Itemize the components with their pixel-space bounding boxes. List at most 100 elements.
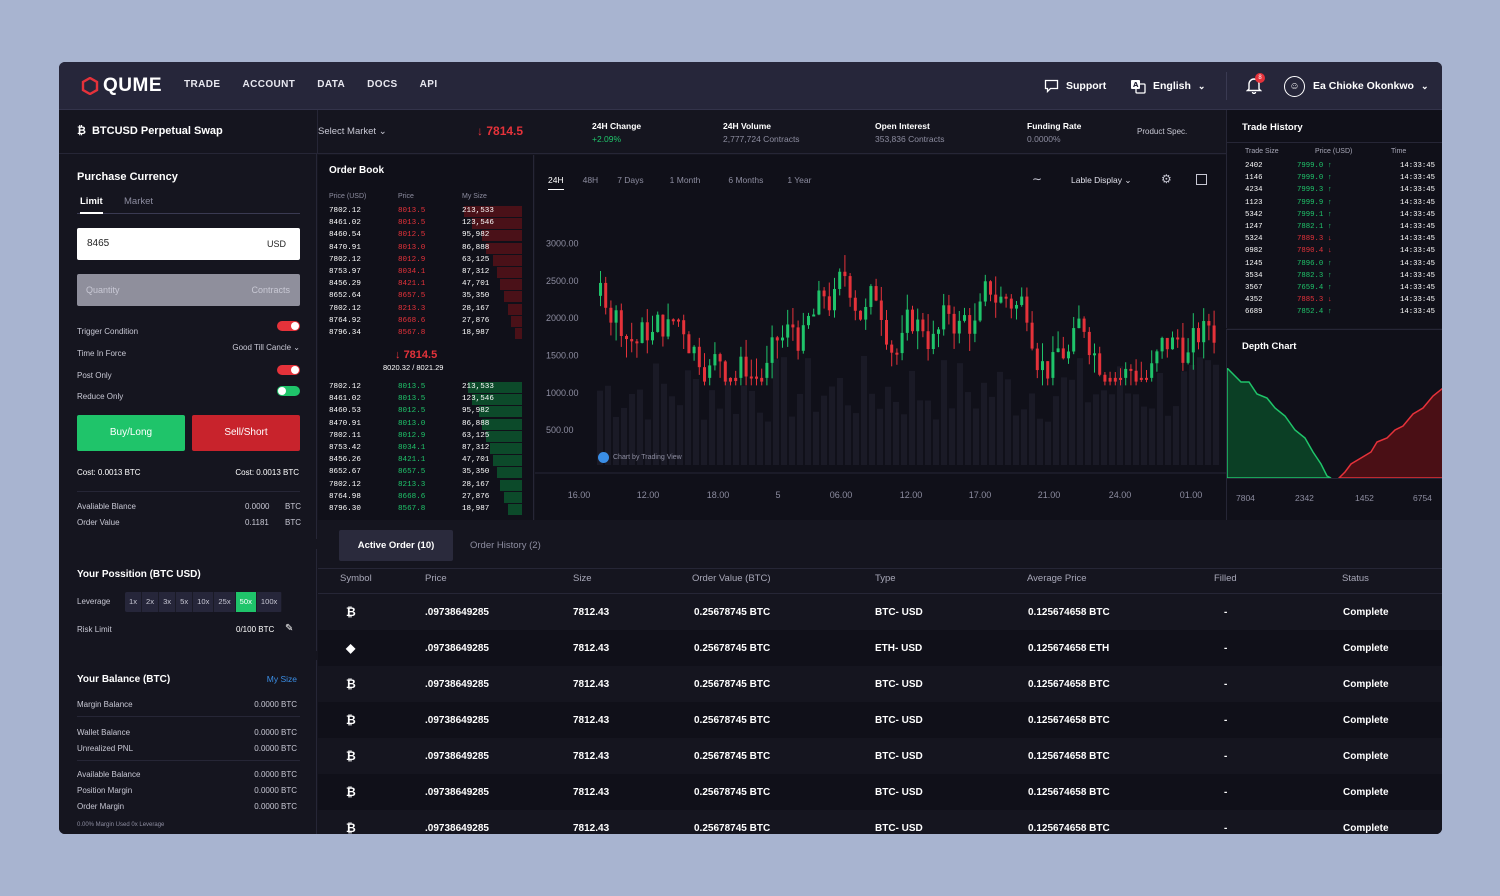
ask-row[interactable]: 8461.02 8013.5 123,546 <box>318 217 534 230</box>
ask-row[interactable]: 7802.12 8013.5 213,533 <box>318 205 534 217</box>
sell-short-button[interactable]: Sell/Short <box>192 415 300 451</box>
order-row[interactable]: ₿ .09738649285 7812.43 0.25678745 BTC BTC- U… <box>318 738 1442 774</box>
tab-1-month[interactable]: 1 Month <box>669 175 701 185</box>
edit-icon[interactable]: ✎ <box>285 623 294 634</box>
tab-7-days[interactable]: 7 Days <box>617 175 644 185</box>
candle-body <box>1082 318 1086 332</box>
line-chart-icon[interactable]: ∼ <box>1032 172 1043 186</box>
language-select[interactable]: A English ⌄ <box>1130 62 1205 110</box>
tab-active-orders[interactable]: Active Order (10) <box>339 530 453 561</box>
depth-tick: 7804 <box>1236 493 1255 503</box>
price: 8668.6 <box>398 492 426 501</box>
leverage-option[interactable]: 100x <box>256 592 283 612</box>
ask-row[interactable]: 7802.12 8012.9 63,125 <box>318 254 534 266</box>
order-row[interactable]: ◆ .09738649285 7812.43 0.25678745 BTC ETH- U… <box>318 630 1442 666</box>
reduce-only-label: Reduce Only <box>77 392 124 401</box>
my-size: 123,546 <box>462 395 494 404</box>
user-menu[interactable]: ☺ Ea Chioke Okonkwo ⌄ <box>1284 62 1429 110</box>
tab-1-year[interactable]: 1 Year <box>787 175 812 185</box>
stat-24h-change: 24H Change +2.09% <box>592 121 641 144</box>
settings-icon[interactable]: ⚙ <box>1161 172 1172 186</box>
bid-row[interactable]: 7802.11 8012.9 63,125 <box>318 430 534 442</box>
tab-6-months[interactable]: 6 Months <box>728 175 764 185</box>
candle-body <box>869 286 873 307</box>
order-type: BTC- USD <box>875 750 923 762</box>
nav-trade[interactable]: TRADE <box>184 79 221 90</box>
volume-bar <box>829 386 835 465</box>
volume-bar <box>645 419 651 465</box>
leverage-option[interactable]: 1x <box>125 592 143 612</box>
tab-limit[interactable]: Limit <box>80 196 103 214</box>
order-row[interactable]: ₿ .09738649285 7812.43 0.25678745 BTC BTC- U… <box>318 594 1442 630</box>
my-size-link[interactable]: My Size <box>266 674 297 684</box>
order-type: ETH- USD <box>875 642 923 654</box>
support-link[interactable]: Support <box>1044 62 1106 110</box>
depth-bar <box>504 491 522 503</box>
volume-bar <box>1189 364 1195 465</box>
volume-bar <box>765 421 771 465</box>
my-size: 28,167 <box>462 480 490 489</box>
buy-long-button[interactable]: Buy/Long <box>77 415 185 451</box>
order-row[interactable]: ₿ .09738649285 7812.43 0.25678745 BTC BTC- U… <box>318 810 1442 834</box>
bid-row[interactable]: 8753.42 8034.1 87,312 <box>318 442 534 454</box>
tab-48h[interactable]: 48H <box>582 175 599 185</box>
trigger-toggle[interactable] <box>277 321 300 331</box>
bid-row[interactable]: 8796.30 8567.8 18,987 <box>318 503 534 515</box>
ask-row[interactable]: 8470.91 8013.0 86,888 <box>318 242 534 254</box>
tab-order-history[interactable]: Order History (2) <box>470 540 541 551</box>
notification-button[interactable]: 8 <box>1245 73 1265 99</box>
depth-bar <box>486 430 522 442</box>
ask-row[interactable]: 8460.54 8012.5 95,982 <box>318 229 534 242</box>
fullscreen-icon[interactable] <box>1196 174 1207 185</box>
nav-account[interactable]: ACCOUNT <box>242 79 296 90</box>
leverage-option[interactable]: 10x <box>193 592 215 612</box>
order-row[interactable]: ₿ .09738649285 7812.43 0.25678745 BTC BTC- U… <box>318 666 1442 702</box>
leverage-option[interactable]: 2x <box>142 592 160 612</box>
nav-docs[interactable]: DOCS <box>367 79 398 90</box>
ask-row[interactable]: 8652.64 8657.5 35,350 <box>318 290 534 303</box>
chevron-down-icon: ⌄ <box>1197 80 1206 91</box>
tab-market[interactable]: Market <box>124 196 154 207</box>
ask-row[interactable]: 8456.29 8421.1 47,701 <box>318 278 534 291</box>
leverage-option[interactable]: 5x <box>176 592 194 612</box>
bid-row[interactable]: 8470.91 8013.0 86,888 <box>318 418 534 430</box>
bid-row[interactable]: 8460.53 8012.5 95,982 <box>318 405 534 418</box>
reduce-only-toggle[interactable] <box>277 386 300 396</box>
ask-row[interactable]: 8753.97 8034.1 87,312 <box>318 266 534 278</box>
bid-row[interactable]: 8461.02 8013.5 123,546 <box>318 393 534 406</box>
purchase-panel: Purchase Currency Limit Market 8465 USD … <box>59 154 317 539</box>
tab-24h[interactable]: 24H <box>548 175 564 190</box>
bid-row[interactable]: 8456.26 8421.1 47,701 <box>318 454 534 467</box>
quantity-input[interactable]: Quantity Contracts <box>77 274 300 306</box>
bid-row[interactable]: 8652.67 8657.5 35,350 <box>318 466 534 479</box>
ask-row[interactable]: 8796.34 8567.8 18,987 <box>318 327 534 339</box>
ask-row[interactable]: 8764.92 8668.6 27,876 <box>318 315 534 327</box>
nav-data[interactable]: DATA <box>317 79 346 90</box>
depth-bar <box>482 418 522 430</box>
price-input[interactable]: 8465 USD <box>77 228 300 260</box>
ask-row[interactable]: 7802.12 8213.3 28,167 <box>318 303 534 315</box>
volume-bar <box>1133 394 1139 465</box>
post-only-toggle[interactable] <box>277 365 300 375</box>
order-status: Complete <box>1343 606 1389 618</box>
leverage-option[interactable]: 3x <box>159 592 177 612</box>
order-row[interactable]: ₿ .09738649285 7812.43 0.25678745 BTC BTC- U… <box>318 702 1442 738</box>
product-spec-link[interactable]: Product Spec. <box>1137 127 1188 136</box>
divider <box>1227 142 1442 143</box>
candle-body <box>744 356 748 377</box>
bid-row[interactable]: 7802.12 8213.3 28,167 <box>318 479 534 491</box>
bid-row[interactable]: 8764.98 8668.6 27,876 <box>318 491 534 503</box>
nav-api[interactable]: API <box>419 79 438 90</box>
trade-row: 5324 7889.3 ↓ 14:33:45 <box>1227 233 1442 245</box>
select-market[interactable]: Select Market ⌄ <box>318 126 387 137</box>
tif-select[interactable]: Good Till Cancle ⌄ <box>232 343 300 352</box>
label-display-select[interactable]: Lable Display ⌄ <box>1071 175 1132 186</box>
logo[interactable]: QUME <box>81 75 162 97</box>
leverage-option[interactable]: 25x <box>214 592 236 612</box>
volume-bar <box>901 414 907 465</box>
order-row[interactable]: ₿ .09738649285 7812.43 0.25678745 BTC BTC- U… <box>318 774 1442 810</box>
bid-row[interactable]: 7802.12 8013.5 213,533 <box>318 381 534 393</box>
trade-price-value: 7999.9 <box>1297 198 1324 207</box>
leverage-option-active[interactable]: 50x <box>235 592 257 612</box>
candle-body <box>1176 337 1180 340</box>
